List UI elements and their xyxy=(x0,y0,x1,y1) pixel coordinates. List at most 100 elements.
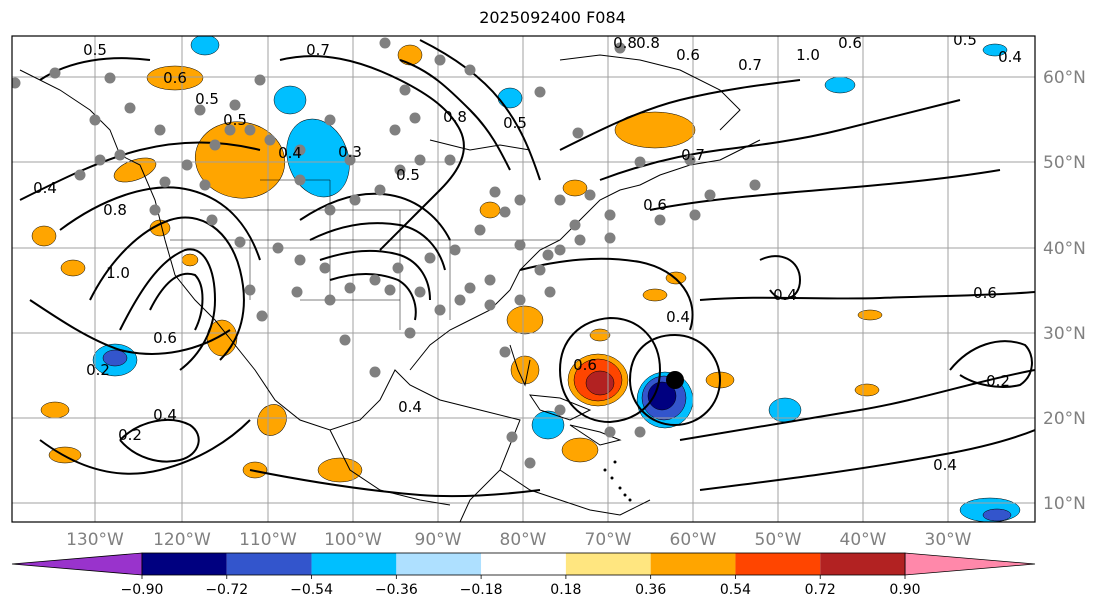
station-dot xyxy=(399,84,411,96)
latitude-labels: 60°N 50°N 40°N 30°N 20°N 10°N xyxy=(1043,68,1086,514)
contour-line xyxy=(419,39,541,181)
longitude-label: 120°W xyxy=(153,530,211,550)
station-dot xyxy=(434,304,446,316)
contour-label: 0.5 xyxy=(223,111,247,129)
island xyxy=(623,493,627,497)
shading-patch xyxy=(857,309,883,321)
island xyxy=(603,468,607,472)
contour-line xyxy=(679,369,1035,441)
station-dot xyxy=(484,274,496,286)
shading-patch xyxy=(479,201,501,219)
station-dot xyxy=(324,204,336,216)
map-title: 2025092400 F084 xyxy=(479,8,626,27)
colorbar-extend-high xyxy=(904,552,1036,576)
station-dot xyxy=(614,42,626,54)
island xyxy=(618,486,622,490)
shading-patch xyxy=(824,76,856,94)
station-dot xyxy=(392,262,404,274)
longitude-label: 130°W xyxy=(66,530,124,550)
contour-labels: 0.5 0.70.60.50.50.30.40.40.81.00.60.20.40… xyxy=(33,36,1022,474)
shading-patch xyxy=(397,44,423,66)
contour-line xyxy=(329,273,417,321)
coastline xyxy=(509,344,531,387)
colorbar-tick-label: −0.90 xyxy=(121,582,164,598)
shading-patch xyxy=(317,457,363,483)
contour-label: 0.7 xyxy=(306,41,330,59)
latitude-label: 20°N xyxy=(1043,409,1086,429)
contour-label: 0.5 xyxy=(396,166,420,184)
station-dot xyxy=(229,99,241,111)
colorbar-tick-label: 0.90 xyxy=(889,582,920,598)
station-dot xyxy=(181,159,193,171)
station-dot xyxy=(749,179,761,191)
colorbar-tick-label: 0.18 xyxy=(550,582,581,598)
coastline xyxy=(559,54,741,131)
station-dot xyxy=(704,189,716,201)
station-dot xyxy=(384,284,396,296)
station-dot xyxy=(542,249,554,261)
storm-center-marker xyxy=(666,371,684,389)
station-dot xyxy=(604,426,616,438)
colorbar xyxy=(11,552,1036,576)
shading-patch xyxy=(497,87,523,109)
station-dot xyxy=(506,431,518,443)
station-dot xyxy=(224,124,236,136)
longitude-label: 60°W xyxy=(670,530,717,550)
station-dot xyxy=(689,209,701,221)
station-dot xyxy=(291,286,303,298)
station-dot xyxy=(194,104,206,116)
station-dot xyxy=(264,134,276,146)
shading-patch xyxy=(562,179,588,197)
colorbar-segment xyxy=(565,553,651,575)
colorbar-tick-label: 0.54 xyxy=(720,582,751,598)
contour-label: 0.3 xyxy=(338,143,362,161)
station-dot xyxy=(294,254,306,266)
station-dot xyxy=(114,149,126,161)
station-dot xyxy=(209,139,221,151)
station-dot xyxy=(379,37,391,49)
latitude-label: 50°N xyxy=(1043,153,1086,173)
contour-lines xyxy=(19,39,1035,498)
graticule xyxy=(12,36,1035,522)
colorbar-tick-label: 0.72 xyxy=(805,582,836,598)
contour-label: 0.6 xyxy=(676,46,700,64)
station-dot xyxy=(634,156,646,168)
contour-label: 0.6 xyxy=(153,329,177,347)
station-dot xyxy=(12,77,21,89)
station-dot xyxy=(499,346,511,358)
station-dot xyxy=(149,204,161,216)
island xyxy=(628,498,632,502)
contour-label: 0.2 xyxy=(118,426,142,444)
contour-label: 0.5 xyxy=(83,41,107,59)
station-dot xyxy=(414,154,426,166)
station-dot xyxy=(409,112,421,124)
island xyxy=(610,476,614,480)
colorbar-tick-label: −0.36 xyxy=(375,582,418,598)
contour-line xyxy=(699,429,1035,491)
station-dot xyxy=(154,124,166,136)
station-dot xyxy=(394,164,406,176)
shading-patch xyxy=(585,370,615,396)
station-dot xyxy=(234,236,246,248)
station-dot xyxy=(294,144,306,156)
colorbar-tick-label: −0.54 xyxy=(290,582,333,598)
contour-label: 0.6 xyxy=(573,356,597,374)
station-dot xyxy=(489,186,501,198)
shading-patch xyxy=(589,328,611,342)
station-dot xyxy=(424,252,436,264)
contour-line xyxy=(59,186,261,261)
contour-line xyxy=(39,419,251,475)
station-dot xyxy=(294,174,306,186)
contour-line xyxy=(249,469,541,498)
station-dot xyxy=(104,72,116,84)
station-dot xyxy=(339,334,351,346)
station-dot xyxy=(464,64,476,76)
contour-label: 0.8 xyxy=(103,201,127,219)
station-dot xyxy=(554,244,566,256)
colorbar-extend-low xyxy=(11,552,143,576)
coastline xyxy=(429,139,531,151)
shading-patch xyxy=(506,305,544,335)
station-dot xyxy=(684,154,696,166)
contour-line xyxy=(89,216,245,361)
